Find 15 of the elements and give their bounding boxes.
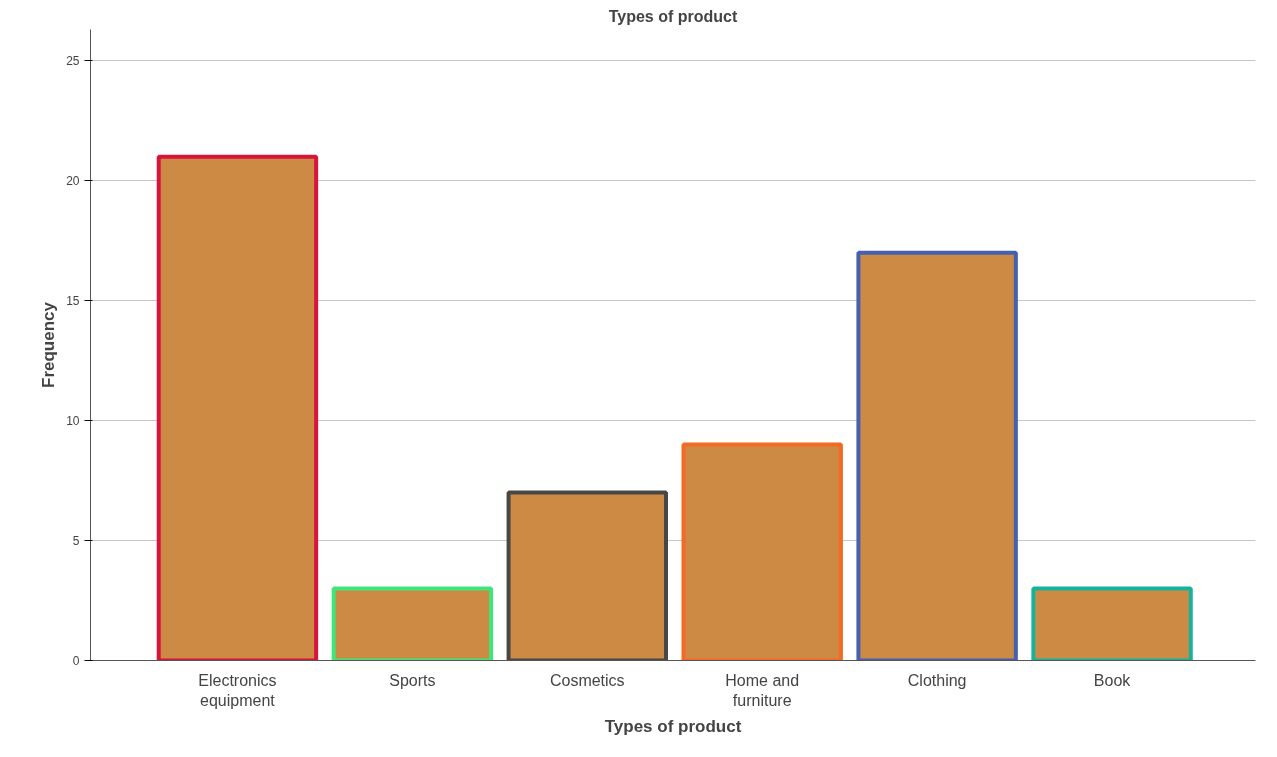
y-tick-label: 25 xyxy=(66,54,80,69)
x-axis-title: Types of product xyxy=(604,716,742,736)
y-tick-label: 0 xyxy=(72,654,80,668)
y-tick-label: 5 xyxy=(72,534,80,549)
x-tick-label: Electronics equipment xyxy=(198,671,277,709)
y-tick-label: 10 xyxy=(66,414,80,429)
chart-title: Types of product xyxy=(608,7,738,25)
y-axis-title: Frequency xyxy=(39,301,59,388)
x-tick-label: Clothing xyxy=(907,671,967,689)
x-tick-label: Home and furniture xyxy=(725,671,800,709)
y-tick-label: 20 xyxy=(66,174,80,189)
x-tick-label: Cosmetics xyxy=(549,671,625,689)
y-tick-label: 15 xyxy=(66,294,80,309)
x-tick-label: Book xyxy=(1093,671,1132,689)
x-tick-label: Sports xyxy=(389,671,436,689)
